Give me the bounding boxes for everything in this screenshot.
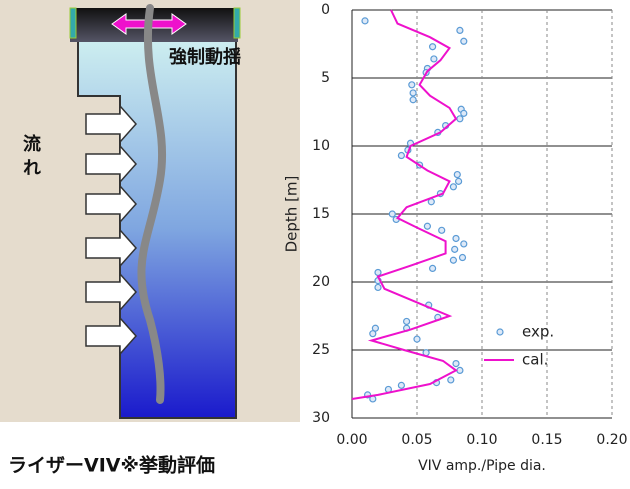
label: 強制動揺 — [169, 46, 241, 68]
label: 流れ — [20, 133, 41, 182]
y-axis-title: Depth [m] — [283, 176, 301, 253]
y-tick-label: 0 — [321, 2, 330, 18]
chart: 0 5 10 15 20 25 30 0.00 0.05 0.10 0.15 0.20 VIV amp.… — [283, 2, 628, 474]
exp-point — [460, 109, 468, 117]
legend-label: cal. — [522, 351, 548, 369]
exp-point — [451, 245, 459, 253]
diagram: 強制動揺 流れ ライザーVIV※挙動評価 — [0, 0, 300, 477]
x-tick-label: 0.10 — [466, 432, 497, 448]
y-tick-label: 20 — [312, 274, 330, 290]
exp-point — [449, 256, 457, 264]
end-cap — [69, 7, 77, 39]
y-tick-label: 25 — [312, 342, 330, 358]
riser — [137, 4, 167, 404]
exp-point — [429, 43, 437, 51]
exp-point — [388, 210, 396, 218]
exp-point — [374, 283, 382, 292]
legend-marker — [496, 328, 504, 336]
x-axis-title: VIV amp./Pipe dia. — [418, 458, 546, 474]
cal-line — [351, 9, 458, 400]
y-tick-label: 15 — [312, 206, 330, 222]
exp-point — [447, 376, 455, 384]
exp-point — [455, 177, 463, 185]
exp-point — [453, 170, 461, 179]
end-cap — [233, 7, 241, 39]
exp-point — [397, 151, 405, 160]
x-tick-label: 0.05 — [401, 432, 432, 448]
exp-point — [456, 366, 464, 374]
y-tick-label: 5 — [321, 70, 330, 86]
exp-point — [409, 96, 417, 104]
exp-point — [430, 55, 438, 63]
exp-point — [413, 335, 421, 343]
exp-point — [374, 268, 382, 277]
exp-point — [458, 253, 467, 262]
exp-point — [361, 17, 369, 25]
exp-point — [423, 222, 431, 230]
y-tick-label: 30 — [312, 410, 330, 426]
exp-point — [369, 330, 377, 338]
exp-point — [456, 115, 464, 123]
exp-point — [452, 234, 460, 243]
legend-label: exp. — [522, 323, 554, 341]
exp-point — [409, 89, 417, 97]
exp-point — [438, 226, 446, 234]
exp-point — [449, 183, 457, 191]
exp-point — [456, 26, 464, 34]
flow-arrows — [85, 104, 138, 356]
exp-point — [403, 317, 411, 326]
exp-point — [452, 360, 460, 368]
exp-point — [460, 240, 468, 248]
exp-point — [460, 37, 468, 45]
exp-point — [408, 81, 416, 89]
caption: ライザーVIV※挙動評価 — [8, 454, 215, 477]
y-tick-label: 10 — [312, 138, 330, 154]
x-tick-label: 0.15 — [531, 432, 562, 448]
x-tick-label: 0.00 — [336, 432, 367, 448]
x-tick-label: 0.20 — [596, 432, 627, 448]
exp-point — [429, 264, 437, 272]
exp-point — [397, 381, 405, 389]
